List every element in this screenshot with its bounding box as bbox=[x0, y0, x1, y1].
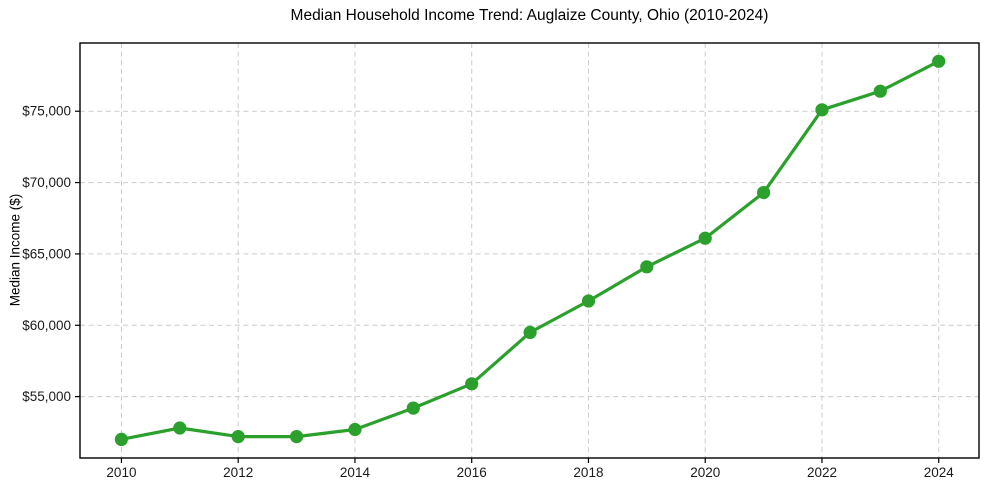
y-axis-title: Median Income ($) bbox=[7, 193, 23, 307]
data-point-2011 bbox=[173, 421, 187, 435]
y-tick-label-1: $60,000 bbox=[22, 318, 71, 333]
data-point-2023 bbox=[873, 84, 887, 98]
y-tick-label-3: $70,000 bbox=[22, 175, 71, 190]
data-point-2013 bbox=[290, 430, 304, 444]
x-tick-label-2018: 2018 bbox=[573, 465, 603, 480]
x-tick-label-2012: 2012 bbox=[223, 465, 253, 480]
y-tick-label-4: $75,000 bbox=[22, 104, 71, 119]
x-tick-label-2022: 2022 bbox=[807, 465, 837, 480]
data-point-2020 bbox=[698, 231, 712, 245]
data-point-2018 bbox=[581, 294, 596, 308]
y-tick-label-0: $55,000 bbox=[22, 389, 71, 404]
data-point-2014 bbox=[348, 422, 362, 437]
data-point-2012 bbox=[231, 430, 245, 444]
data-point-2017 bbox=[523, 325, 537, 339]
data-point-2010 bbox=[114, 432, 128, 446]
data-point-2024 bbox=[932, 54, 946, 68]
chart-title: Median Household Income Trend: Auglaize … bbox=[290, 7, 769, 24]
plot-background bbox=[80, 43, 979, 458]
x-tick-label-2016: 2016 bbox=[457, 465, 487, 480]
data-point-2019 bbox=[640, 260, 654, 274]
x-tick-label-2014: 2014 bbox=[340, 465, 371, 480]
plot-border bbox=[79, 42, 980, 459]
data-point-2022 bbox=[815, 103, 829, 117]
data-point-2016 bbox=[465, 377, 479, 391]
x-tick-label-2024: 2024 bbox=[924, 465, 955, 480]
x-tick-label-2010: 2010 bbox=[106, 465, 136, 480]
data-point-2015 bbox=[406, 401, 420, 415]
x-tick-label-2020: 2020 bbox=[690, 465, 720, 480]
y-tick-label-2: $65,000 bbox=[22, 246, 71, 261]
data-point-2021 bbox=[757, 186, 771, 200]
